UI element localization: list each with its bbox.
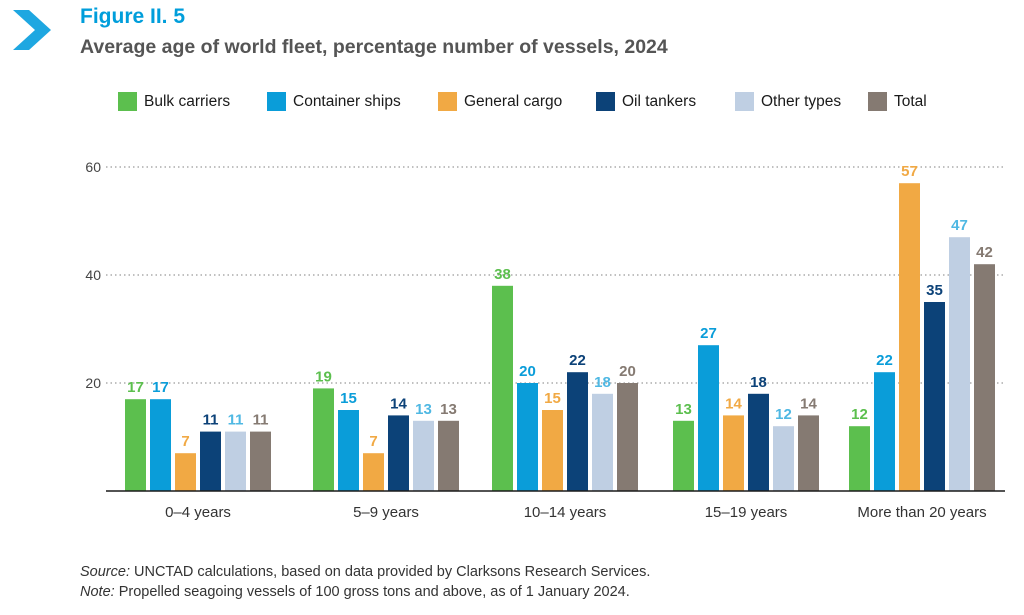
data-label: 20	[519, 363, 536, 380]
vessel-note: Note: Propelled seagoing vessels of 100 …	[80, 582, 650, 602]
data-label: 38	[494, 266, 511, 283]
legend-label: Container ships	[293, 92, 401, 110]
legend-swatch	[118, 92, 137, 111]
data-label: 13	[415, 401, 432, 418]
source-label: Source:	[80, 564, 130, 580]
data-label: 35	[926, 282, 943, 299]
figure-label: Figure II. 5	[80, 5, 186, 28]
bar	[388, 415, 409, 491]
bar	[874, 372, 895, 491]
data-label: 14	[390, 395, 407, 412]
legend-swatch	[596, 92, 615, 111]
bar	[949, 237, 970, 491]
legend-item: Container ships	[267, 92, 401, 111]
data-label: 14	[800, 395, 817, 412]
bar	[567, 372, 588, 491]
data-label: 7	[181, 433, 189, 450]
data-label: 12	[851, 406, 868, 423]
bar	[225, 431, 246, 491]
bar	[438, 420, 459, 491]
legend-label: General cargo	[464, 92, 563, 110]
bar	[517, 383, 538, 491]
legend-swatch	[438, 92, 457, 111]
data-label: 18	[750, 374, 767, 391]
bar	[313, 388, 334, 491]
bar	[338, 410, 359, 491]
data-label: 17	[127, 379, 144, 396]
bar	[250, 431, 271, 491]
data-label: 22	[569, 352, 586, 369]
bar	[150, 399, 171, 491]
bar	[363, 453, 384, 491]
note-text: Propelled seagoing vessels of 100 gross …	[114, 584, 630, 600]
y-tick-label: 20	[85, 375, 101, 391]
legend-swatch	[735, 92, 754, 111]
chevron-right-icon	[13, 10, 51, 50]
legend-swatch	[267, 92, 286, 111]
data-label: 15	[544, 390, 561, 407]
bar	[617, 383, 638, 491]
bar	[974, 264, 995, 491]
bar	[698, 345, 719, 491]
data-label: 57	[901, 163, 918, 180]
bar	[723, 415, 744, 491]
x-tick-label: 15–19 years	[705, 504, 788, 521]
figure-title: Average age of world fleet, percentage n…	[80, 36, 668, 58]
legend-swatch	[868, 92, 887, 111]
legend-label: Other types	[761, 92, 842, 110]
data-label: 14	[725, 395, 742, 412]
legend-item: Bulk carriers	[118, 92, 230, 111]
legend-label: Bulk carriers	[144, 92, 231, 110]
y-tick-label: 40	[85, 267, 101, 283]
data-label: 42	[976, 244, 993, 261]
x-tick-label: 5–9 years	[353, 504, 419, 521]
y-tick-label: 60	[85, 159, 101, 175]
data-label: 7	[369, 433, 377, 450]
data-label: 17	[152, 379, 169, 396]
data-label: 15	[340, 390, 357, 407]
data-label: 13	[675, 401, 692, 418]
bar-chart: 20 40 60 17 17 7 11 11 11 0–4 years 19 15 7 14 13 13 5–9…	[85, 159, 1005, 521]
chart-legend: Bulk carriers Container ships General carg…	[118, 92, 1018, 116]
legend-label: Total	[894, 92, 927, 110]
data-label: 12	[775, 406, 792, 423]
bar	[748, 393, 769, 491]
bar	[673, 420, 694, 491]
data-label: 11	[253, 412, 269, 429]
data-label: 13	[440, 401, 457, 418]
bar	[175, 453, 196, 491]
legend-item: Total	[868, 92, 927, 111]
x-tick-label: More than 20 years	[857, 504, 986, 521]
data-label: 18	[594, 374, 611, 391]
bar	[492, 285, 513, 491]
figure-notes: Source: UNCTAD calculations, based on da…	[80, 562, 650, 602]
legend-item: Oil tankers	[596, 92, 696, 111]
bar	[924, 302, 945, 491]
legend-label: Oil tankers	[622, 92, 697, 110]
note-label: Note:	[80, 584, 115, 600]
data-label: 27	[700, 325, 717, 342]
data-label: 22	[876, 352, 893, 369]
bar	[592, 393, 613, 491]
x-tick-label: 0–4 years	[165, 504, 231, 521]
bar	[200, 431, 221, 491]
data-label: 19	[315, 368, 332, 385]
bar	[542, 410, 563, 491]
bar	[125, 399, 146, 491]
data-label: 11	[203, 412, 219, 429]
data-label: 47	[951, 217, 968, 234]
data-label: 11	[228, 412, 244, 429]
source-text: UNCTAD calculations, based on data provi…	[129, 564, 651, 580]
bar	[899, 183, 920, 491]
source-note: Source: UNCTAD calculations, based on da…	[80, 562, 650, 582]
bar	[798, 415, 819, 491]
legend-item: Other types	[735, 92, 841, 111]
legend-item: General cargo	[438, 92, 562, 111]
bar	[849, 426, 870, 491]
x-tick-label: 10–14 years	[524, 504, 607, 521]
bar	[773, 426, 794, 491]
data-label: 20	[619, 363, 636, 380]
bar	[413, 420, 434, 491]
